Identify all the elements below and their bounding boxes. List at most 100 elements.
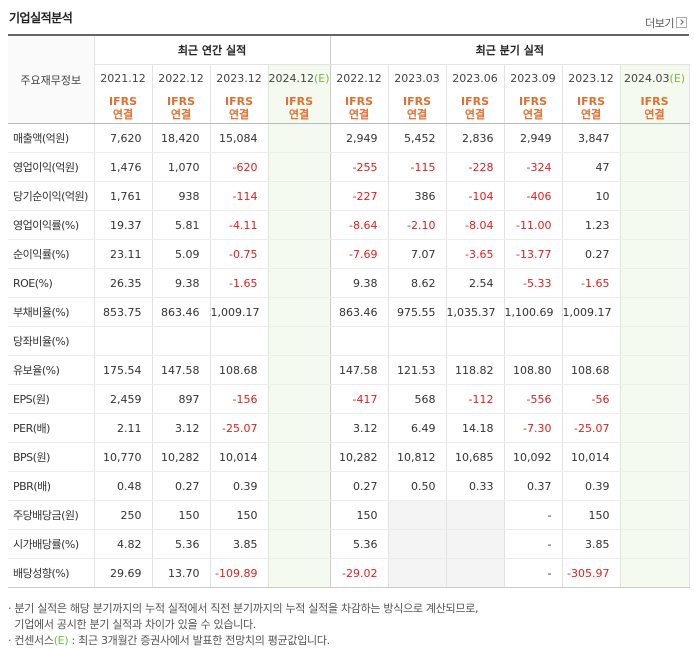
table-cell bbox=[620, 297, 690, 327]
standard-header: IFRS 연결 bbox=[330, 92, 389, 124]
period-header: 2022.12 bbox=[152, 64, 211, 92]
standard-header: IFRS 연결 bbox=[504, 92, 563, 124]
standard-header: IFRS 연결 bbox=[620, 92, 690, 124]
row-label: 주당배당금(원) bbox=[8, 500, 95, 530]
row-label: PER(배) bbox=[8, 413, 95, 443]
table-cell: -305.97 bbox=[562, 558, 621, 588]
table-cell: -228 bbox=[446, 152, 505, 182]
table-cell: 10,812 bbox=[388, 442, 447, 472]
table-cell bbox=[268, 355, 331, 385]
table-cell bbox=[562, 326, 621, 356]
table-row: PBR(배) 0.48 0.27 0.39 0.27 0.50 0.33 0.37 0.39 bbox=[8, 471, 690, 501]
table-cell: -7.69 bbox=[330, 239, 389, 269]
table-cell bbox=[620, 239, 690, 269]
table-cell: 4.82 bbox=[94, 529, 153, 559]
table-cell: 1,070 bbox=[152, 152, 211, 182]
period-label: 2022.12 bbox=[158, 72, 204, 85]
table-cell: 118.82 bbox=[446, 355, 505, 385]
table-cell: 150 bbox=[152, 500, 211, 530]
table-cell bbox=[446, 529, 505, 559]
table-cell bbox=[152, 326, 211, 356]
table-cell: 2,949 bbox=[504, 123, 563, 153]
table-cell: 2,949 bbox=[330, 123, 389, 153]
table-cell: 0.39 bbox=[562, 471, 621, 501]
table-cell: 18,420 bbox=[152, 123, 211, 153]
table-cell: 10,282 bbox=[152, 442, 211, 472]
table-cell: -406 bbox=[504, 181, 563, 211]
table-cell: 3.85 bbox=[210, 529, 269, 559]
period-label: 2023.12 bbox=[568, 72, 614, 85]
table-cell: -0.75 bbox=[210, 239, 269, 269]
table-cell: 1,761 bbox=[94, 181, 153, 211]
table-cell bbox=[620, 471, 690, 501]
table-cell: - bbox=[504, 500, 563, 530]
period-header: 2024.12(E) bbox=[268, 64, 331, 92]
table-cell: -112 bbox=[446, 384, 505, 414]
standard-ifrs: IFRS bbox=[109, 94, 137, 108]
period-label: 2023.06 bbox=[452, 72, 498, 85]
table-cell: 250 bbox=[94, 500, 153, 530]
standard-consolidated: 연결 bbox=[112, 107, 134, 121]
standard-consolidated: 연결 bbox=[406, 107, 428, 121]
table-cell: 0.48 bbox=[94, 471, 153, 501]
table-cell: 150 bbox=[562, 500, 621, 530]
row-label: 배당성향(%) bbox=[8, 558, 95, 588]
table-cell: 0.27 bbox=[562, 239, 621, 269]
period-header: 2023.06 bbox=[446, 64, 505, 92]
period-header: 2023.03 bbox=[388, 64, 447, 92]
table-cell: -114 bbox=[210, 181, 269, 211]
row-label: 영업이익(억원) bbox=[8, 152, 95, 182]
table-cell bbox=[388, 558, 447, 588]
table-cell: 10,014 bbox=[562, 442, 621, 472]
standard-header: IFRS 연결 bbox=[562, 92, 621, 124]
row-label: 시가배당률(%) bbox=[8, 529, 95, 559]
period-label: 2022.12 bbox=[336, 72, 382, 85]
table-cell: -25.07 bbox=[210, 413, 269, 443]
table-cell bbox=[446, 558, 505, 588]
table-cell: -417 bbox=[330, 384, 389, 414]
table-row: 부채비율(%) 853.75 863.46 1,009.17 863.46 975.55 1… bbox=[8, 297, 690, 327]
table-cell: 5,452 bbox=[388, 123, 447, 153]
corner-label: 주요재무정보 bbox=[8, 34, 95, 124]
table-cell bbox=[268, 210, 331, 240]
footnotes: · 분기 실적은 해당 분기까지의 누적 실적에서 직전 분기까지의 누적 실적… bbox=[8, 601, 479, 649]
table-row: BPS(원) 10,770 10,282 10,014 10,282 10,812 10,6… bbox=[8, 442, 690, 472]
table-cell: 853.75 bbox=[94, 297, 153, 327]
table-cell bbox=[620, 152, 690, 182]
table-cell: 5.36 bbox=[152, 529, 211, 559]
period-label: 2023.09 bbox=[510, 72, 556, 85]
table-cell: 5.81 bbox=[152, 210, 211, 240]
period-header: 2021.12 bbox=[94, 64, 153, 92]
table-cell: 10,092 bbox=[504, 442, 563, 472]
table-cell: 150 bbox=[330, 500, 389, 530]
more-link[interactable]: 더보기 bbox=[645, 15, 687, 31]
table-cell: -25.07 bbox=[562, 413, 621, 443]
note-line-3-pre: · 컨센서스 bbox=[8, 634, 54, 647]
table-cell: 0.27 bbox=[152, 471, 211, 501]
table-cell: 108.80 bbox=[504, 355, 563, 385]
table-row: 영업이익률(%) 19.37 5.81 -4.11 -8.64 -2.10 -8.04 -11… bbox=[8, 210, 690, 240]
table-cell bbox=[504, 326, 563, 356]
table-cell: 26.35 bbox=[94, 268, 153, 298]
table-cell bbox=[330, 326, 389, 356]
table-cell: 863.46 bbox=[330, 297, 389, 327]
table-cell: -4.11 bbox=[210, 210, 269, 240]
table-cell bbox=[268, 326, 331, 356]
table-cell: -11.00 bbox=[504, 210, 563, 240]
table-cell: 1,035.37 bbox=[446, 297, 505, 327]
table-cell bbox=[446, 500, 505, 530]
table-cell: 6.49 bbox=[388, 413, 447, 443]
table-cell: 10,014 bbox=[210, 442, 269, 472]
table-cell: 897 bbox=[152, 384, 211, 414]
table-cell: -29.02 bbox=[330, 558, 389, 588]
table-cell: 10,770 bbox=[94, 442, 153, 472]
note-line-1: · 분기 실적은 해당 분기까지의 누적 실적에서 직전 분기까지의 누적 실적… bbox=[8, 602, 479, 615]
table-row: 주당배당금(원) 250 150 150 150-150 bbox=[8, 500, 690, 530]
table-cell: 568 bbox=[388, 384, 447, 414]
standard-consolidated: 연결 bbox=[522, 107, 544, 121]
period-header: 2023.12 bbox=[562, 64, 621, 92]
table-cell: -109.89 bbox=[210, 558, 269, 588]
period-header: 2023.09 bbox=[504, 64, 563, 92]
standard-header: IFRS 연결 bbox=[446, 92, 505, 124]
table-cell: 15,084 bbox=[210, 123, 269, 153]
